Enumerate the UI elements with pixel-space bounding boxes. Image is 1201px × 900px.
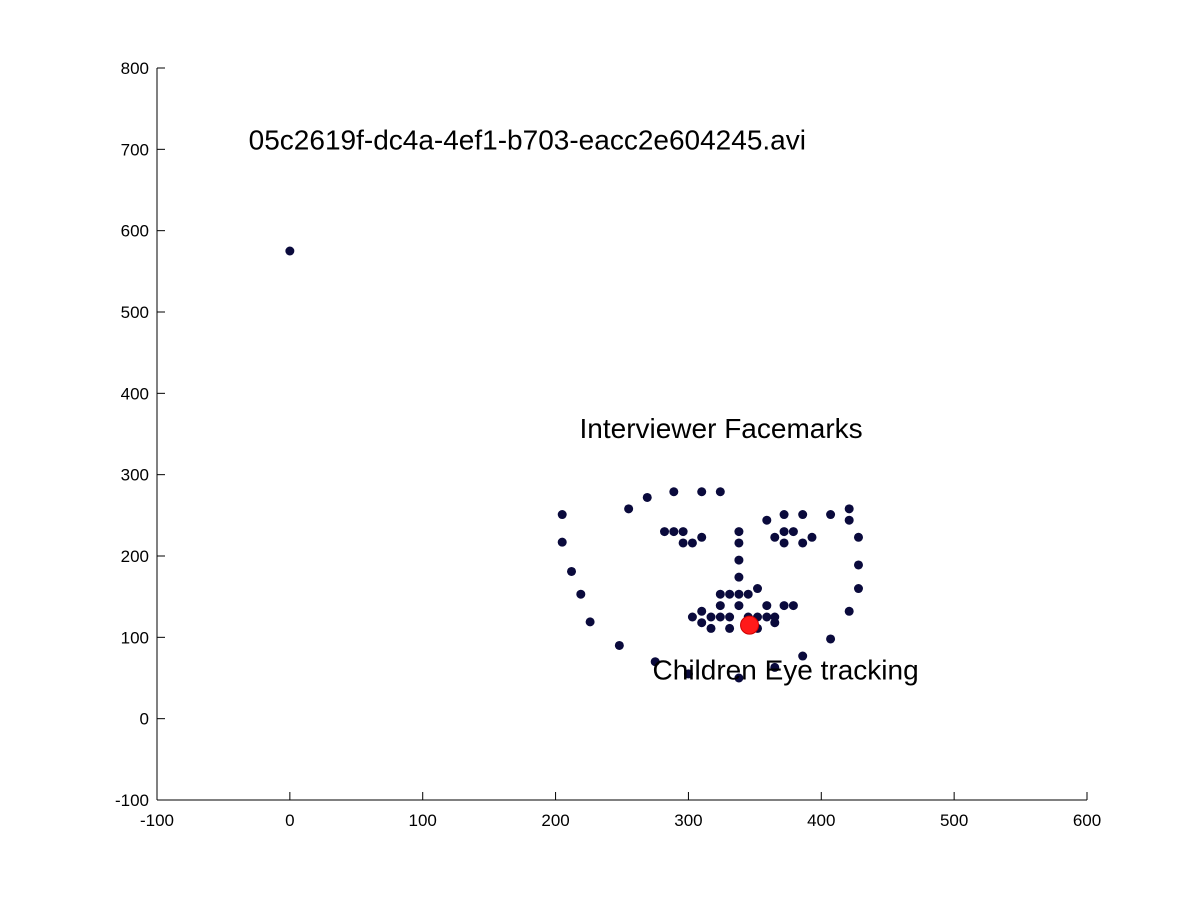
facemark-point — [779, 510, 789, 520]
facemark-point — [826, 510, 836, 520]
facemark-point — [567, 566, 577, 576]
x-tick-label: 500 — [940, 811, 968, 830]
x-axis-ticks: -100 0 100 200 300 400 500 600 — [140, 792, 1101, 830]
facemark-point — [697, 487, 707, 497]
x-tick-label: -100 — [140, 811, 174, 830]
facemark-point — [844, 504, 854, 514]
facemark-point — [762, 515, 772, 525]
facemark-point — [687, 538, 697, 548]
video-filename-label: 05c2619f-dc4a-4ef1-b703-eacc2e604245.avi — [249, 124, 806, 155]
children-eye-tracking-label: Children Eye tracking — [653, 655, 919, 686]
y-tick-label: 400 — [121, 384, 149, 403]
facemark-point — [576, 589, 586, 599]
facemark-point — [798, 510, 808, 520]
x-tick-label: 100 — [409, 811, 437, 830]
facemark-point — [798, 651, 808, 661]
y-tick-label: 300 — [121, 466, 149, 485]
facemark-point — [614, 640, 624, 650]
facemark-point — [697, 618, 707, 628]
facemark-point — [734, 572, 744, 582]
facemark-point — [624, 504, 634, 514]
facemark-point — [779, 527, 789, 537]
y-tick-label: 600 — [121, 222, 149, 241]
facemark-point — [557, 537, 567, 547]
facemark-point — [725, 623, 735, 633]
facemark-point — [715, 487, 725, 497]
facemark-point — [798, 538, 808, 548]
axes — [156, 68, 1087, 801]
facemark-point — [706, 623, 716, 633]
facemark-point — [853, 584, 863, 594]
facemark-point — [725, 612, 735, 622]
facemark-point — [734, 555, 744, 565]
facemark-point — [734, 673, 744, 683]
facemark-point — [678, 538, 688, 548]
facemark-point — [770, 532, 780, 542]
y-tick-label: 0 — [140, 710, 149, 729]
x-tick-label: 200 — [541, 811, 569, 830]
eye-tracking-point — [740, 615, 760, 635]
facemark-point — [788, 601, 798, 611]
facemark-point — [697, 532, 707, 542]
y-tick-label: 800 — [121, 59, 149, 78]
facemark-point — [807, 532, 817, 542]
facemark-point — [788, 527, 798, 537]
facemark-point — [669, 487, 679, 497]
facemark-point — [753, 584, 763, 594]
x-tick-label: 400 — [807, 811, 835, 830]
facemark-point — [853, 532, 863, 542]
y-tick-label: 200 — [121, 547, 149, 566]
y-tick-label: 100 — [121, 628, 149, 647]
y-tick-label: 500 — [121, 303, 149, 322]
x-tick-label: 600 — [1073, 811, 1101, 830]
facemark-point — [697, 606, 707, 616]
facemark-point — [762, 601, 772, 611]
facemark-point — [734, 527, 744, 537]
facemark-point — [844, 606, 854, 616]
facemark-point — [669, 527, 679, 537]
y-tick-label: 700 — [121, 140, 149, 159]
facemark-point — [779, 538, 789, 548]
x-tick-label: 0 — [285, 811, 294, 830]
facemark-point — [725, 589, 735, 599]
facemark-point — [650, 657, 660, 667]
facemark-point — [762, 612, 772, 622]
facemark-point — [779, 601, 789, 611]
y-tick-label: -100 — [115, 791, 149, 810]
facemark-point — [706, 612, 716, 622]
facemark-point — [687, 612, 697, 622]
facemark-point — [770, 662, 780, 672]
facemark-point — [734, 538, 744, 548]
facemark-point — [844, 515, 854, 525]
facemark-point — [557, 510, 567, 520]
facemark-point — [642, 492, 652, 502]
data-markers — [285, 246, 863, 683]
interviewer-facemarks-label: Interviewer Facemarks — [579, 413, 862, 444]
facemark-point — [853, 560, 863, 570]
facemark-point — [770, 618, 780, 628]
y-axis-ticks: -100 0 100 200 300 400 500 600 700 800 — [115, 59, 165, 810]
annotations: 05c2619f-dc4a-4ef1-b703-eacc2e604245.avi… — [249, 124, 919, 685]
facemark-point — [734, 589, 744, 599]
facemark-point — [715, 612, 725, 622]
facemark-point — [826, 634, 836, 644]
facemark-point — [734, 601, 744, 611]
facemark-point — [585, 617, 595, 627]
x-tick-label: 300 — [674, 811, 702, 830]
facemark-point — [715, 601, 725, 611]
facemark-point — [678, 527, 688, 537]
facemark-point — [743, 589, 753, 599]
facemark-point — [285, 246, 295, 256]
facemark-point — [683, 669, 693, 679]
facemark-point — [660, 527, 670, 537]
facemark-point — [715, 589, 725, 599]
